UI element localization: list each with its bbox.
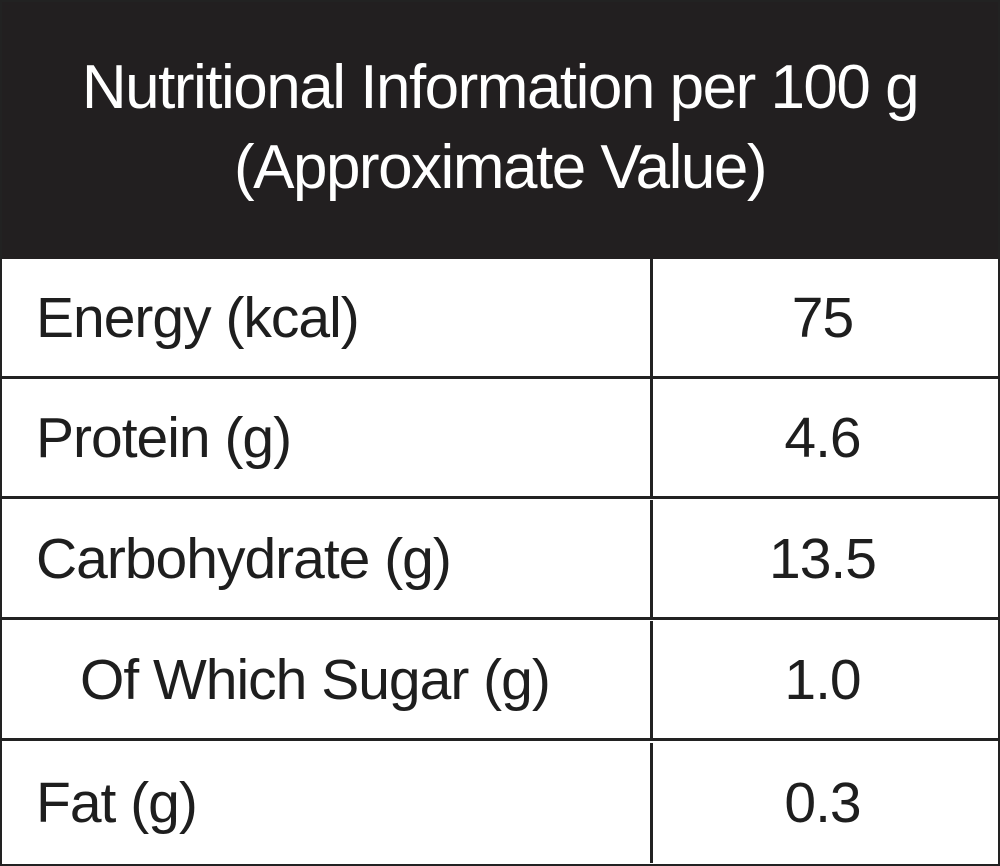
row-value: 4.6 <box>650 379 998 496</box>
header-title-line-1: Nutritional Information per 100 g <box>81 53 920 123</box>
header-title-line-2: (Approximate Value) <box>233 132 768 202</box>
row-label: Energy (kcal) <box>36 285 360 350</box>
table-row-sugar: Of Which Sugar (g) 1.0 <box>2 621 998 741</box>
row-label: Fat (g) <box>36 771 198 835</box>
nutrition-header: Nutritional Information per 100 g (Appro… <box>2 2 998 259</box>
table-row-carbohydrate: Carbohydrate (g) 13.5 <box>2 500 998 620</box>
row-value: 13.5 <box>650 500 998 617</box>
row-label: Carbohydrate (g) <box>36 526 452 591</box>
row-label: Of Which Sugar (g) <box>80 647 551 712</box>
row-label: Protein (g) <box>36 405 292 470</box>
row-value: 1.0 <box>650 621 998 738</box>
nutrition-table: Energy (kcal) 75 Protein (g) 4.6 Carbohy… <box>2 259 998 864</box>
table-row-fat: Fat (g) 0.3 <box>2 743 998 863</box>
row-value: 75 <box>650 259 998 376</box>
table-row-protein: Protein (g) 4.6 <box>2 379 998 499</box>
row-value: 0.3 <box>650 743 998 863</box>
table-row-energy: Energy (kcal) 75 <box>2 259 998 379</box>
